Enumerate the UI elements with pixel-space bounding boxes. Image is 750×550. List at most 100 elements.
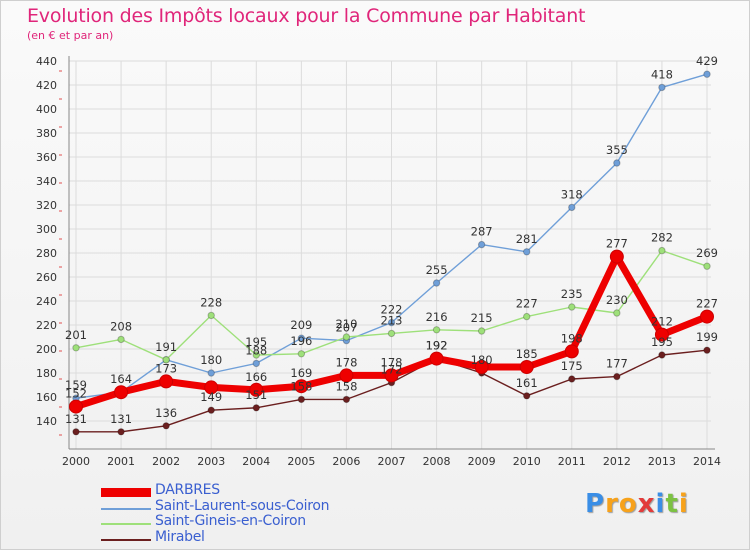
x-tick-label: 2008: [423, 455, 451, 468]
data-label: 355: [606, 143, 628, 157]
chart-subtitle: (en € et par an): [27, 29, 114, 42]
x-tick-label: 2009: [468, 455, 496, 468]
data-point: [658, 246, 666, 255]
logo-letter: o: [618, 489, 638, 519]
data-label: 158: [335, 379, 357, 393]
data-point: [162, 356, 170, 364]
x-tick-label: 2006: [332, 455, 360, 468]
data-label: 230: [606, 293, 628, 307]
y-tick-label: 400: [36, 103, 57, 116]
y-tick-label: 440: [36, 55, 57, 68]
data-point: [252, 351, 260, 359]
data-label: 131: [110, 412, 132, 426]
data-point: [159, 374, 174, 389]
data-point: [252, 359, 260, 368]
data-label: 213: [381, 313, 403, 327]
chart-title: Evolution des Impôts locaux pour la Comm…: [27, 5, 586, 27]
data-label: 287: [471, 225, 493, 239]
data-point: [252, 404, 260, 412]
logo-letter: r: [605, 489, 619, 519]
data-point: [114, 385, 129, 400]
data-point: [207, 369, 215, 377]
y-tick-label: 140: [36, 415, 57, 428]
data-label: 180: [471, 353, 493, 367]
data-label: 199: [696, 330, 718, 344]
data-point: [477, 240, 486, 249]
data-point: [297, 350, 306, 358]
x-tick-label: 2002: [152, 455, 180, 468]
data-label: 209: [290, 318, 312, 332]
data-point: [207, 311, 215, 320]
data-label: 149: [200, 390, 222, 404]
data-point: [69, 399, 83, 414]
y-tick-label: 320: [36, 199, 57, 212]
x-tick-label: 2012: [603, 455, 631, 468]
data-point: [474, 360, 489, 374]
data-label: 178: [381, 355, 403, 369]
legend-label: Saint-Laurent-sous-Coiron: [155, 497, 330, 514]
legend-swatch: [101, 488, 151, 497]
data-point: [297, 395, 306, 404]
data-point: [613, 372, 621, 381]
data-label: 192: [426, 339, 448, 353]
data-label: 152: [65, 387, 87, 401]
data-point: [658, 83, 666, 92]
data-label: 136: [155, 406, 177, 420]
data-point: [523, 248, 531, 256]
y-tick-label: 260: [36, 271, 57, 284]
data-label: 172: [381, 363, 403, 377]
data-point: [384, 368, 399, 383]
data-label: 151: [245, 388, 267, 402]
data-label: 216: [426, 310, 448, 324]
data-label: 235: [561, 287, 583, 301]
data-label: 173: [155, 361, 177, 375]
legend-swatch: [101, 523, 151, 525]
data-label: 227: [516, 297, 538, 311]
data-point: [294, 379, 309, 394]
data-point: [477, 327, 486, 335]
y-tick-label: 280: [36, 247, 57, 260]
data-point: [703, 346, 711, 354]
data-label: 131: [65, 412, 87, 426]
x-tick-label: 2004: [242, 455, 270, 468]
y-tick-label: 300: [36, 223, 57, 236]
x-tick-label: 2014: [693, 455, 721, 468]
data-point: [523, 312, 531, 321]
data-label: 277: [606, 237, 628, 251]
proxiti-logo: Proxiti: [585, 489, 689, 519]
logo-letter: P: [585, 489, 606, 519]
data-point: [207, 406, 215, 414]
data-label: 269: [696, 246, 718, 260]
y-tick-label: 360: [36, 151, 57, 164]
data-point: [700, 309, 714, 324]
logo-letter: x: [637, 489, 656, 519]
data-point: [387, 329, 396, 338]
data-label: 191: [155, 340, 177, 354]
data-label: 192: [426, 339, 448, 353]
data-point: [654, 327, 669, 342]
data-point: [703, 262, 711, 270]
series-layer: [69, 70, 714, 436]
data-point: [613, 309, 621, 317]
data-point: [72, 344, 80, 352]
data-label: 255: [426, 263, 448, 277]
legend-swatch: [101, 538, 151, 541]
data-label: 164: [110, 372, 132, 386]
data-point: [658, 351, 666, 359]
data-label: 196: [290, 334, 312, 348]
axis-layer: 140 160 180 200 220 240 260 280 300 320 340 360 380 4…: [36, 55, 721, 468]
data-point: [342, 395, 351, 404]
data-point: [703, 70, 711, 78]
data-label: 215: [471, 311, 493, 325]
x-tick-label: 2001: [107, 455, 135, 468]
x-tick-label: 2010: [513, 455, 541, 468]
data-point: [342, 333, 351, 341]
data-label: 177: [606, 357, 628, 371]
data-label: 227: [696, 297, 718, 311]
data-label: 195: [245, 335, 267, 349]
data-point: [297, 334, 306, 342]
data-label: 175: [561, 359, 583, 373]
data-label: 178: [335, 355, 357, 369]
